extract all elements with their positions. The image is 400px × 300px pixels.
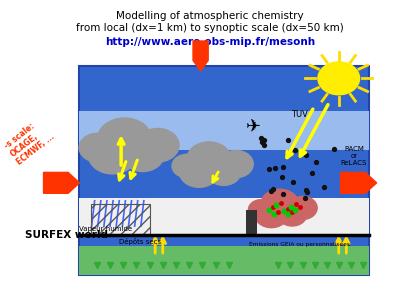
Bar: [80, 246, 369, 275]
Text: from local (dx=1 km) to synoptic scale (dx=50 km): from local (dx=1 km) to synoptic scale (…: [76, 23, 344, 33]
Bar: [246, 210, 257, 235]
Bar: [80, 66, 369, 275]
Text: RACM
or
ReLACS: RACM or ReLACS: [341, 146, 367, 166]
Bar: [80, 111, 369, 150]
Circle shape: [288, 196, 317, 219]
Circle shape: [137, 128, 179, 162]
Text: Modelling of atmospheric chemistry: Modelling of atmospheric chemistry: [116, 11, 304, 21]
Circle shape: [187, 142, 231, 177]
FancyArrow shape: [44, 172, 80, 193]
Circle shape: [122, 138, 164, 172]
Circle shape: [206, 158, 241, 185]
FancyArrow shape: [193, 41, 208, 71]
Circle shape: [261, 189, 298, 219]
Circle shape: [180, 156, 219, 187]
Circle shape: [88, 136, 137, 174]
Circle shape: [278, 203, 307, 226]
Circle shape: [79, 133, 116, 162]
Bar: [91, 204, 150, 234]
Text: ✈: ✈: [246, 118, 261, 136]
Text: -s scale:
OCAGE,
ECMWF, ...: -s scale: OCAGE, ECMWF, ...: [2, 116, 56, 167]
Circle shape: [318, 62, 360, 95]
Circle shape: [248, 200, 274, 219]
Text: Vapeur humide: Vapeur humide: [80, 226, 132, 232]
Text: Émissions GEIA ou personnalisées: Émissions GEIA ou personnalisées: [248, 241, 350, 247]
Circle shape: [97, 118, 152, 161]
Bar: [80, 198, 369, 237]
Circle shape: [172, 154, 202, 178]
Text: http://www.aero.obs-mip.fr/mesonh: http://www.aero.obs-mip.fr/mesonh: [105, 37, 315, 47]
Text: Dépôts secs: Dépôts secs: [119, 238, 161, 244]
Circle shape: [255, 201, 288, 228]
Text: TUV: TUV: [290, 110, 308, 119]
Text: SURFEX world: SURFEX world: [25, 230, 108, 240]
Circle shape: [219, 150, 253, 178]
FancyArrow shape: [341, 172, 376, 193]
